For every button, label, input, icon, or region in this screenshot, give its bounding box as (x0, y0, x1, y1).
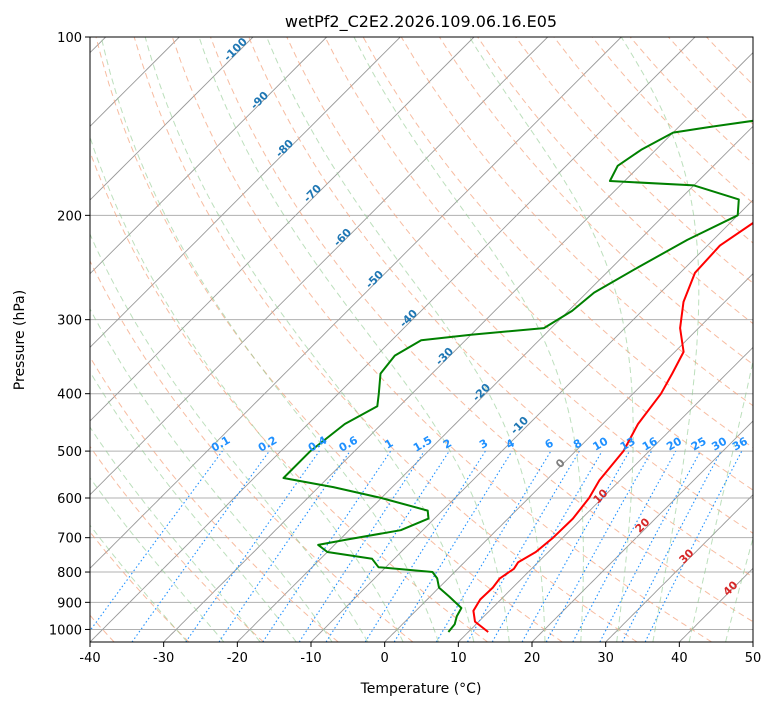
dry-adiabat-line (515, 37, 753, 284)
moist-adiabat-line (353, 37, 584, 642)
y-tick-label: 900 (57, 596, 82, 611)
mixing-ratio-line (521, 450, 630, 642)
y-tick-label: 700 (57, 532, 82, 547)
isotherm-line (605, 494, 753, 642)
x-tick-label: -30 (153, 651, 174, 666)
mixing-ratio-line (572, 450, 677, 642)
mixing-ratio-line (298, 450, 425, 642)
dry-adiabat-line (95, 37, 563, 642)
moist-adiabat-line (90, 524, 188, 642)
moist-adiabat-line (90, 426, 261, 642)
moist-adiabat-line (688, 358, 753, 642)
y-tick-label: 200 (57, 209, 82, 224)
isotherm-line (90, 37, 549, 496)
x-tick-label: 10 (450, 651, 467, 666)
dry-adiabat-line (133, 37, 638, 642)
dry-adiabat-line (90, 445, 264, 642)
axes-layer: -40 -30 -20 -10 0 10 20 30 40 50 100 200 300 400 500 60… (49, 31, 761, 666)
mixing-ratio-line (218, 450, 351, 642)
x-tick-label: 20 (524, 651, 541, 666)
isotherm-line (678, 567, 753, 642)
moist-adiabat-line (90, 308, 333, 642)
y-tick-label: 300 (57, 314, 82, 329)
moist-adiabat-line (620, 37, 700, 642)
x-tick-label: -20 (227, 651, 248, 666)
mixing-ratio-line (545, 450, 653, 642)
y-axis-label: Pressure (hPa) (12, 290, 28, 390)
y-tick-label: 400 (57, 388, 82, 403)
dry-adiabat-line (286, 37, 753, 534)
x-tick-label: 30 (597, 651, 614, 666)
mixing-ratio-line (393, 450, 513, 642)
x-tick-label: 50 (745, 651, 762, 666)
moist-adiabat-line (469, 37, 634, 642)
dry-adiabat-line (90, 356, 339, 642)
x-tick-label: 40 (671, 651, 688, 666)
isotherm-line (90, 37, 475, 422)
chart-title: wetPf2_C2E2.2026.109.06.16.E05 (285, 12, 557, 32)
x-tick-label: 0 (381, 651, 389, 666)
moist-adiabat-line (90, 476, 225, 642)
moist-adiabat-line (90, 232, 369, 642)
y-tick-label: 600 (57, 492, 82, 507)
dry-adiabat-line (324, 37, 753, 491)
plot-frame (89, 36, 754, 643)
mixing-ratio-line (185, 450, 320, 642)
x-axis-label: Temperature (°C) (360, 681, 482, 697)
moist-adiabat-line (144, 37, 475, 642)
x-tick-label: -40 (79, 651, 100, 666)
isotherm-line (236, 125, 753, 642)
y-tick-label: 800 (57, 566, 82, 581)
y-tick-label: 500 (57, 445, 82, 460)
data-lines (282, 119, 753, 633)
background-lines (90, 37, 753, 642)
dewpoint-profile-line (282, 119, 753, 633)
isotherm-line (90, 37, 696, 642)
moist-adiabat-line (266, 37, 546, 642)
mixing-ratio-line (131, 450, 270, 642)
isotherm-line (384, 273, 753, 642)
mixing-ratio-line (90, 450, 223, 632)
isotherm-line (310, 199, 753, 642)
y-tick-label: 100 (57, 31, 82, 46)
moist-adiabat-line (90, 370, 297, 642)
mixing-ratio-line (644, 450, 743, 642)
dry-adiabat-line (248, 37, 753, 578)
x-tick-label: -10 (300, 651, 321, 666)
isotherm-line (163, 52, 753, 642)
isotherm-line (90, 37, 401, 348)
dry-adiabat-line (210, 37, 753, 623)
isotherm-line (531, 420, 753, 642)
isotherm-line (90, 37, 622, 569)
y-tick-label: 1000 (49, 623, 82, 638)
isotherm-line (457, 346, 753, 642)
dry-adiabat-line (171, 37, 712, 642)
moist-adiabat-line (198, 37, 510, 642)
dry-adiabat-line (90, 259, 414, 642)
moist-adiabat-line (725, 536, 753, 642)
temperature-profile-line (472, 221, 753, 633)
moist-adiabat-line (100, 37, 439, 642)
